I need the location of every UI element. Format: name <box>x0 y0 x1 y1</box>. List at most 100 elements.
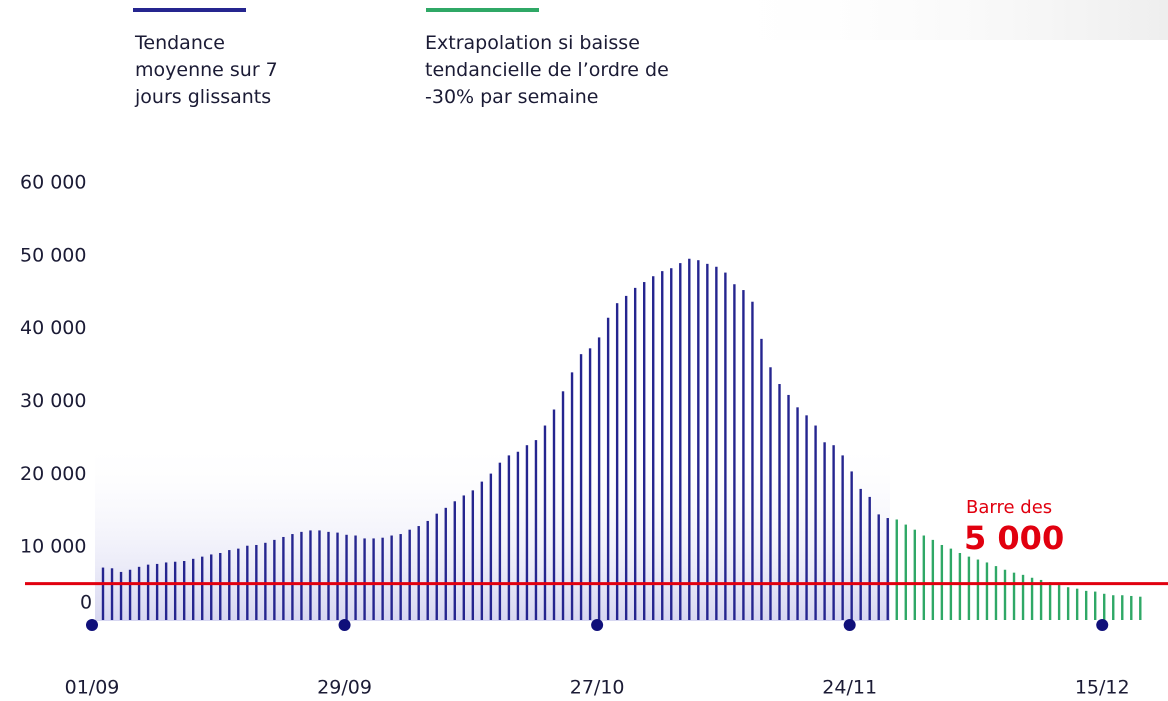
bar <box>688 258 691 620</box>
bar <box>985 562 989 620</box>
bar <box>994 566 998 620</box>
bar <box>498 462 502 620</box>
bar <box>633 287 637 620</box>
bar <box>1003 569 1007 620</box>
bar <box>561 391 565 620</box>
x-tick-label: 24/11 <box>822 677 877 699</box>
bar <box>769 367 772 620</box>
bar <box>1075 588 1079 620</box>
bar <box>967 556 971 620</box>
bar <box>976 559 980 620</box>
bar <box>823 442 826 620</box>
x-tick-label: 29/09 <box>317 677 372 699</box>
bar <box>1048 582 1052 620</box>
bar <box>1103 593 1106 620</box>
bar <box>624 295 628 620</box>
y-tick-label: 40 000 <box>20 317 86 339</box>
bar <box>868 496 871 620</box>
bar <box>742 290 745 620</box>
bar <box>282 536 285 620</box>
bar <box>1012 572 1016 620</box>
bar <box>841 455 844 620</box>
bar <box>516 451 520 620</box>
bar <box>201 556 204 620</box>
x-tick-dot <box>1096 619 1109 631</box>
bar <box>192 558 195 620</box>
bar <box>435 513 438 620</box>
bar <box>219 552 222 620</box>
bar <box>381 537 384 620</box>
bar <box>1112 595 1115 620</box>
bar <box>164 562 168 620</box>
bar <box>309 530 312 620</box>
legend-label: Tendance moyenne sur 7 jours glissants <box>135 32 278 108</box>
x-tick-label: 15/12 <box>1075 677 1130 699</box>
bar <box>850 471 853 620</box>
bar <box>345 534 348 620</box>
x-tick-dot <box>86 619 98 631</box>
bar <box>679 263 682 620</box>
bar <box>715 266 718 620</box>
bar <box>1057 585 1061 620</box>
y-tick-label: 60 000 <box>20 172 86 194</box>
x-tick-label: 01/09 <box>65 677 120 699</box>
bar <box>570 372 574 620</box>
bar <box>805 415 808 620</box>
bar <box>101 567 105 620</box>
bar <box>814 425 817 620</box>
bar <box>652 276 655 620</box>
bar <box>354 535 357 620</box>
area-shade <box>95 440 890 621</box>
bar <box>390 535 393 620</box>
x-tick-dot <box>591 619 604 631</box>
bar <box>1094 591 1097 620</box>
bar <box>471 490 475 620</box>
bar <box>931 539 935 620</box>
y-tick-label: 10 000 <box>20 536 86 558</box>
bar <box>1021 574 1025 620</box>
bar <box>895 519 898 620</box>
bar <box>300 531 303 620</box>
bar <box>327 531 330 620</box>
bar <box>913 529 916 620</box>
bar <box>1066 587 1070 620</box>
bar <box>661 271 664 620</box>
bar <box>453 501 456 620</box>
x-tick-label: 27/10 <box>570 677 625 699</box>
reference-value-label: 5 000 <box>964 519 1064 557</box>
bar <box>643 282 646 620</box>
bar <box>372 538 375 620</box>
reference-text: Barre des <box>966 497 1052 518</box>
bar <box>922 535 926 620</box>
bar <box>904 524 907 620</box>
y-tick-label: 0 <box>80 592 92 614</box>
bar <box>119 571 123 620</box>
bar <box>778 384 781 620</box>
bar <box>697 260 700 620</box>
bar <box>706 263 709 620</box>
bar <box>832 445 835 620</box>
bar <box>543 425 547 620</box>
bar <box>273 539 276 620</box>
bar <box>408 529 411 620</box>
bar <box>886 518 889 620</box>
bar <box>426 520 429 620</box>
bar <box>146 564 150 620</box>
bar <box>210 554 213 620</box>
bar <box>336 532 339 620</box>
bar <box>1030 577 1034 620</box>
bar <box>751 301 754 620</box>
bar <box>877 514 880 620</box>
x-tick-dot <box>843 619 856 631</box>
bar <box>597 337 601 620</box>
bar <box>552 409 556 620</box>
y-tick-label: 20 000 <box>20 463 86 485</box>
bar <box>534 440 538 620</box>
y-tick-label: 30 000 <box>20 390 86 412</box>
bar <box>733 284 736 620</box>
bar <box>399 534 402 620</box>
bar <box>417 526 420 620</box>
bar <box>760 338 763 620</box>
bar <box>1130 595 1133 620</box>
bar <box>137 566 141 620</box>
